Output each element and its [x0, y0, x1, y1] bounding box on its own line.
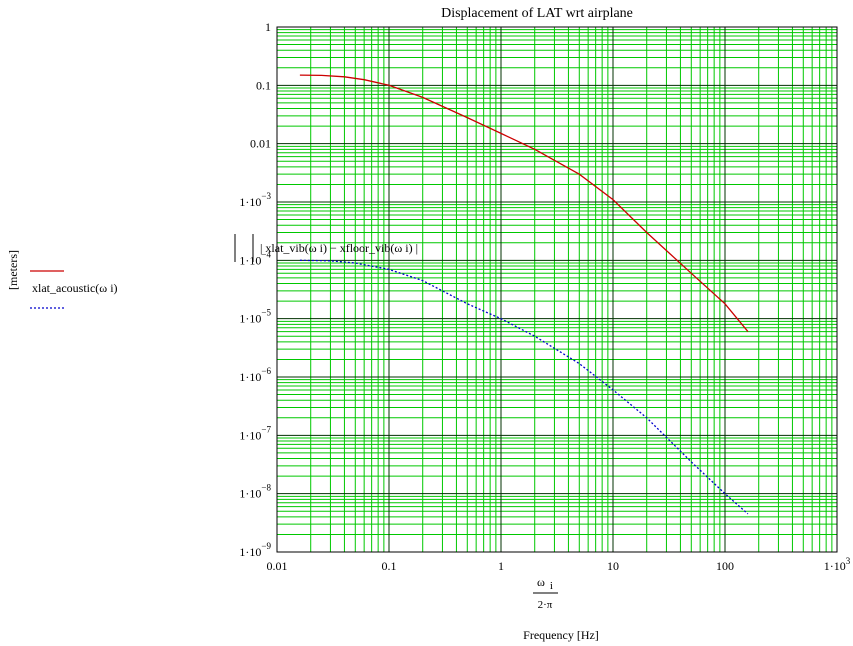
x-axis-title: Frequency [Hz]	[523, 628, 599, 642]
y-tick-label: 0.1	[256, 78, 271, 92]
x-tick-label: 100	[716, 559, 734, 573]
x-tick-label: 1	[498, 559, 504, 573]
legend-label-vib-difference: | xlat_vib(ω i) − xfloor_vib(ω i) |	[260, 241, 418, 255]
series-layer	[299, 74, 749, 515]
series-line-vib-difference	[299, 74, 749, 333]
x-tick-label: 0.01	[267, 559, 288, 573]
y-axis-unit-label: [meters]	[6, 250, 20, 290]
y-tick-label: 1·10−5	[239, 308, 271, 326]
legend: | xlat_vib(ω i) − xfloor_vib(ω i) | xlat…	[30, 234, 418, 309]
x-tick-label: 10	[607, 559, 619, 573]
x-label-numerator-sub: i	[550, 580, 553, 592]
y-tick-label: 1·10−7	[239, 424, 271, 442]
plot-frame	[276, 26, 838, 553]
x-tick-label: 0.1	[382, 559, 397, 573]
chart-title: Displacement of LAT wrt airplane	[441, 6, 633, 21]
grid	[276, 26, 838, 553]
x-label-denominator: 2·π	[538, 599, 553, 611]
series-line-acoustic	[299, 259, 749, 515]
x-label-numerator: ω	[537, 575, 545, 589]
x-axis-label: ω i 2·π Frequency [Hz]	[523, 575, 599, 642]
y-tick-label: 1·10−9	[239, 541, 271, 559]
x-tick-label: 1·103	[824, 556, 851, 573]
y-tick-label: 1·10−6	[239, 366, 271, 384]
legend-label-acoustic: xlat_acoustic(ω i)	[32, 281, 118, 295]
svg-text:ω i: ω i	[537, 575, 553, 592]
y-tick-label: 1·10−3	[239, 191, 271, 209]
y-tick-label: 0.01	[250, 137, 271, 151]
y-tick-label: 1	[265, 20, 271, 34]
y-tick-label: 1·10−8	[239, 483, 271, 501]
